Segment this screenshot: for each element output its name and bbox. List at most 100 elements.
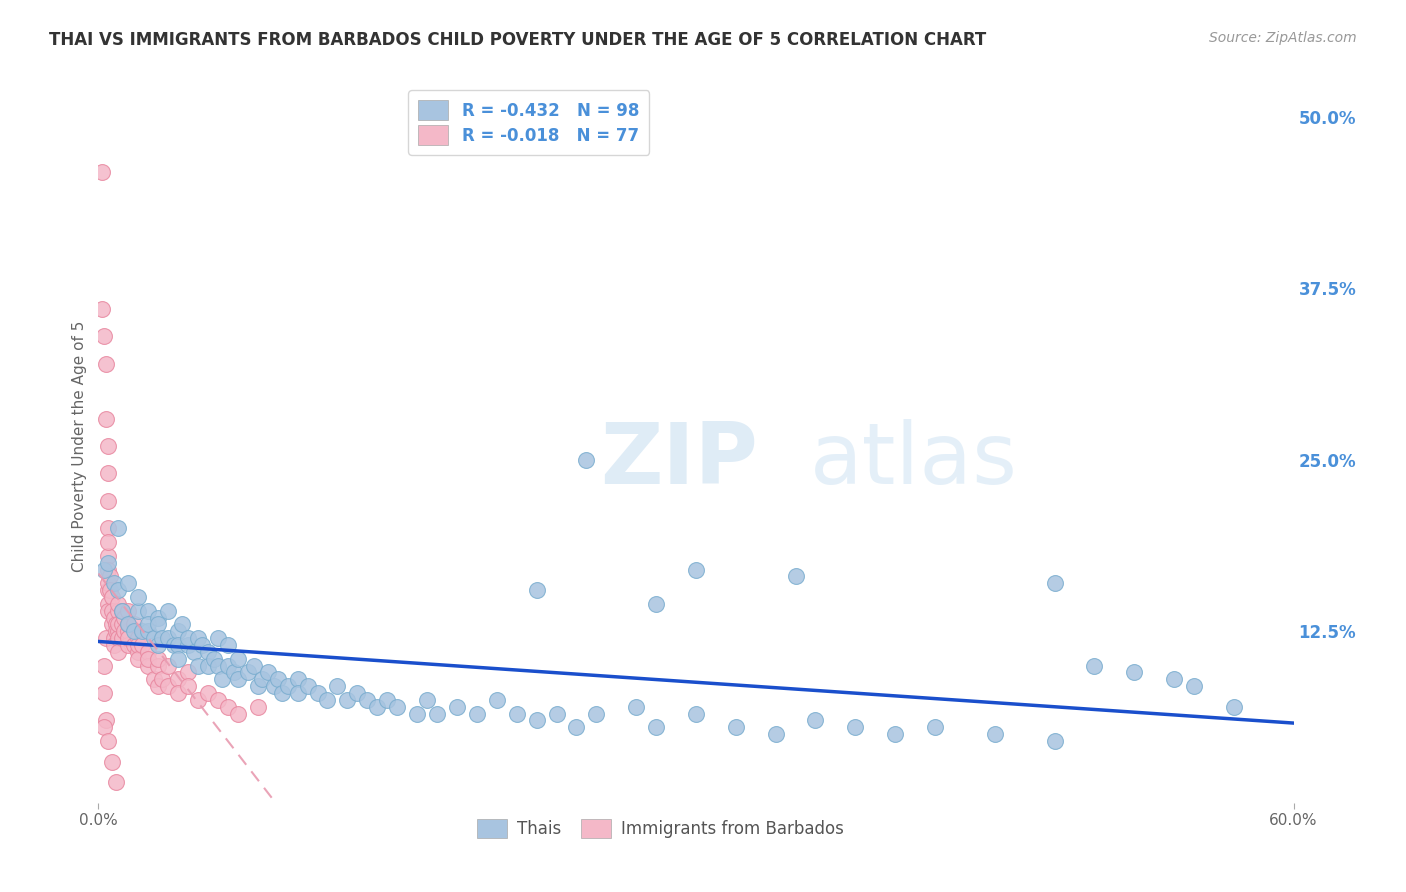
Point (127, 631, 149, 645)
Point (91, 301, 114, 316)
Point (131, 638, 153, 652)
Point (150, 631, 173, 645)
Point (111, 617, 134, 632)
Point (183, 645, 205, 659)
Point (1043, 576, 1066, 591)
Point (270, 686, 292, 700)
Point (1123, 665, 1146, 680)
Point (246, 679, 269, 693)
Point (148, 638, 170, 652)
Point (97, 549, 120, 563)
Point (148, 679, 170, 693)
Point (93, 686, 115, 700)
Point (124, 624, 146, 639)
Point (97, 439, 120, 453)
Point (157, 604, 180, 618)
Point (167, 638, 190, 652)
Point (356, 693, 378, 707)
Point (97, 734, 120, 748)
Point (202, 651, 225, 665)
Point (148, 610, 170, 624)
Point (226, 673, 249, 687)
Point (217, 638, 239, 652)
Point (316, 693, 339, 707)
Point (236, 665, 259, 680)
Point (844, 720, 866, 734)
Point (565, 720, 588, 734)
Point (187, 658, 209, 673)
Point (243, 658, 266, 673)
Point (103, 631, 125, 645)
Point (98, 583, 122, 598)
Point (96, 411, 118, 425)
Point (526, 583, 548, 598)
Point (96, 714, 118, 728)
Point (93, 562, 115, 576)
Point (366, 699, 388, 714)
Point (103, 638, 125, 652)
Point (136, 645, 159, 659)
Point (207, 693, 229, 707)
Point (267, 673, 290, 687)
Point (177, 631, 200, 645)
Point (98, 569, 122, 583)
Point (167, 624, 190, 639)
Point (150, 673, 173, 687)
Point (157, 679, 180, 693)
Point (385, 699, 409, 714)
Point (97, 576, 120, 591)
Point (724, 720, 747, 734)
Point (226, 706, 249, 721)
Point (97, 535, 120, 549)
Point (645, 720, 668, 734)
Point (157, 631, 180, 645)
Point (426, 706, 449, 721)
Point (307, 686, 329, 700)
Point (526, 714, 548, 728)
Point (645, 597, 668, 611)
Point (1163, 673, 1185, 687)
Point (97, 556, 120, 570)
Point (785, 569, 807, 583)
Point (187, 631, 209, 645)
Point (136, 617, 159, 632)
Point (117, 617, 139, 632)
Point (97, 562, 120, 576)
Point (117, 604, 139, 618)
Point (277, 679, 299, 693)
Text: THAI VS IMMIGRANTS FROM BARBADOS CHILD POVERTY UNDER THE AGE OF 5 CORRELATION CH: THAI VS IMMIGRANTS FROM BARBADOS CHILD P… (49, 31, 987, 49)
Point (97, 583, 120, 598)
Point (124, 617, 146, 632)
Point (111, 604, 134, 618)
Text: Source: ZipAtlas.com: Source: ZipAtlas.com (1209, 31, 1357, 45)
Point (485, 693, 508, 707)
Point (163, 638, 186, 652)
Point (884, 727, 907, 741)
Point (101, 617, 124, 632)
Point (117, 576, 139, 591)
Point (101, 590, 124, 604)
Point (416, 693, 439, 707)
Point (105, 624, 128, 639)
Point (197, 645, 219, 659)
Point (167, 686, 190, 700)
Point (107, 597, 129, 611)
Point (336, 693, 359, 707)
Point (131, 624, 153, 639)
Point (626, 699, 648, 714)
Point (197, 686, 219, 700)
Point (187, 693, 209, 707)
Point (111, 604, 134, 618)
Point (246, 699, 269, 714)
Point (117, 638, 139, 652)
Point (107, 604, 129, 618)
Point (546, 706, 568, 721)
Point (326, 679, 349, 693)
Point (107, 583, 129, 598)
Point (103, 610, 125, 624)
Point (575, 452, 598, 467)
Point (924, 720, 946, 734)
Point (177, 638, 200, 652)
Point (226, 651, 249, 665)
Point (287, 686, 309, 700)
